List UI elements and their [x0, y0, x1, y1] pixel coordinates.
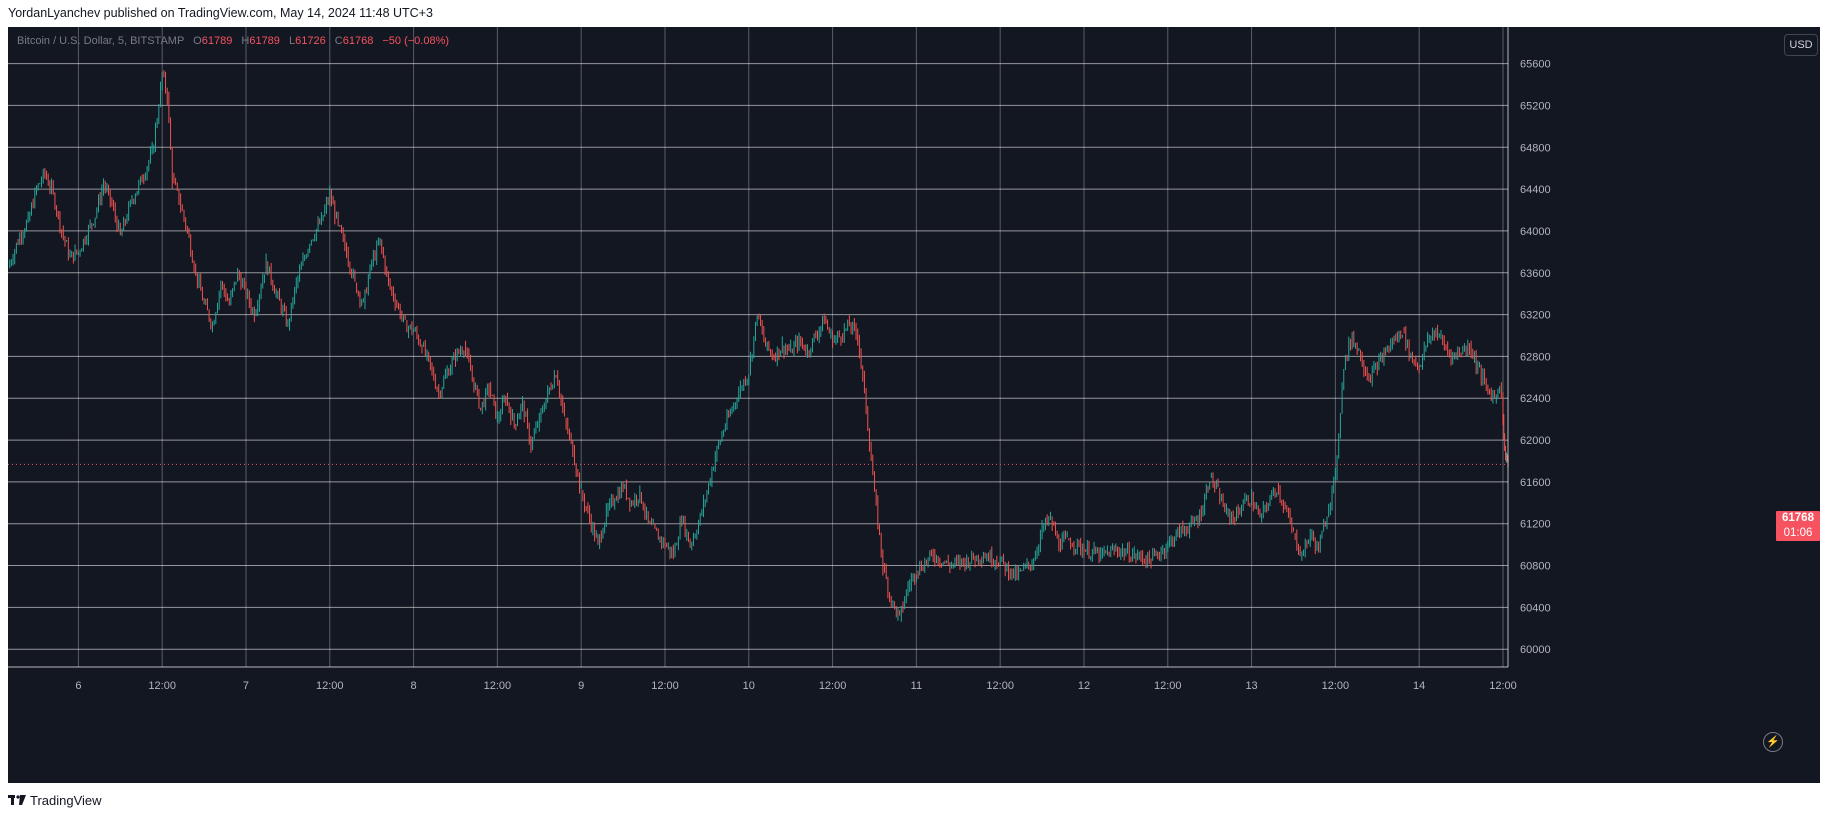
y-tick-label: 64800: [1520, 142, 1551, 154]
change-value: −50 (−0.08%): [382, 35, 450, 47]
x-tick-label: 10: [743, 680, 755, 692]
x-tick-label: 8: [411, 680, 417, 692]
grid: [8, 27, 1508, 667]
symbol-legend: Bitcoin / U.S. Dollar, 5, BITSTAMP O6178…: [17, 35, 449, 47]
low-label: L: [288, 35, 296, 47]
open-label: O: [193, 35, 202, 47]
currency-button[interactable]: USD: [1784, 34, 1818, 56]
symbol-name: Bitcoin / U.S. Dollar, 5, BITSTAMP: [17, 35, 185, 47]
y-tick-label: 60000: [1520, 644, 1551, 656]
high-label: H: [241, 35, 250, 47]
high-value: 61789: [249, 35, 280, 47]
low-value: 61726: [295, 35, 326, 47]
lightning-icon[interactable]: ⚡: [1763, 732, 1783, 752]
y-tick-label: 62800: [1520, 351, 1551, 363]
last-price-badge: 61768 01:06: [1776, 511, 1820, 541]
y-tick-label: 64000: [1520, 226, 1551, 238]
x-tick-label: 12:00: [651, 680, 679, 692]
x-tick-label: 12:00: [148, 680, 176, 692]
x-tick-label: 12: [1078, 680, 1090, 692]
close-label: C: [334, 35, 343, 47]
x-tick-label: 12:00: [316, 680, 344, 692]
y-tick-label: 62400: [1520, 393, 1551, 405]
bar-countdown: 01:06: [1783, 527, 1813, 539]
y-tick-label: 61200: [1520, 519, 1551, 531]
x-tick-label: 11: [911, 680, 922, 692]
footer: TradingView: [8, 793, 102, 808]
published-header: YordanLyanchev published on TradingView.…: [8, 6, 433, 20]
price-chart[interactable]: 60000 60400 60800 61200 61600 62000 62400 62800…: [8, 27, 1820, 783]
x-tick-label: 12:00: [1154, 680, 1182, 692]
footer-brand: TradingView: [30, 793, 102, 808]
x-tick-label: 6: [75, 680, 81, 692]
close-value: 61768: [342, 35, 374, 47]
y-tick-label: 65600: [1520, 59, 1551, 71]
y-tick-label: 65200: [1520, 100, 1551, 112]
y-tick-label: 64400: [1520, 184, 1551, 196]
x-tick-label: 12:00: [819, 680, 847, 692]
last-price-value: 61768: [1782, 512, 1814, 524]
x-tick-label: 13: [1245, 680, 1257, 692]
open-value: 61789: [201, 35, 233, 47]
y-tick-label: 60400: [1520, 602, 1551, 614]
x-tick-label: 12:00: [1489, 680, 1517, 692]
y-tick-label: 62000: [1520, 435, 1551, 447]
y-tick-label: 63600: [1520, 268, 1551, 280]
tradingview-logo-icon: [8, 793, 26, 808]
x-tick-label: 9: [578, 680, 584, 692]
axes: 60000 60400 60800 61200 61600 62000 62400 62800…: [8, 27, 1551, 692]
x-tick-label: 12:00: [986, 680, 1014, 692]
x-tick-label: 14: [1413, 680, 1425, 692]
y-tick-label: 60800: [1520, 561, 1551, 573]
candles: [8, 70, 1509, 622]
y-tick-label: 63200: [1520, 310, 1551, 322]
x-tick-label: 7: [243, 680, 249, 692]
chart-panel[interactable]: 60000 60400 60800 61200 61600 62000 62400 62800…: [8, 27, 1820, 783]
x-tick-label: 12:00: [1322, 680, 1350, 692]
x-tick-label: 12:00: [484, 680, 512, 692]
y-tick-label: 61600: [1520, 477, 1551, 489]
